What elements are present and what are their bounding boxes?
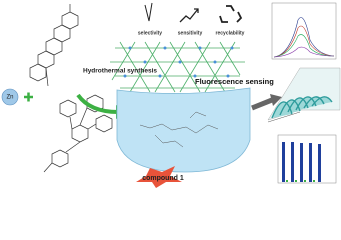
molecule-structure — [139, 111, 219, 148]
framework — [110, 41, 245, 93]
product-label: compound 1 — [142, 175, 184, 182]
bar-plot — [277, 134, 337, 184]
crystal-structure — [116, 87, 251, 173]
framework-nodes — [123, 46, 234, 78]
product-badge — [136, 166, 182, 188]
arrow-head — [270, 94, 282, 106]
metal-label: Zn — [6, 95, 13, 101]
feature-label: sensitivity — [178, 30, 203, 36]
graphical-abstract: Zn selectivity sensitivity recyclability… — [1, 2, 341, 188]
recycle-icon — [219, 5, 243, 23]
waterfall-plot — [267, 67, 341, 123]
check-icon — [144, 2, 153, 22]
metal-ion — [1, 88, 19, 106]
feature-label: selectivity — [138, 30, 162, 36]
plus — [24, 92, 33, 102]
step-label: Hydrothermal synthesis — [83, 68, 157, 75]
trend-icon — [179, 8, 199, 23]
ligand-top — [29, 4, 79, 87]
arrow — [251, 97, 273, 111]
step-label: Fluorescence sensing — [195, 77, 274, 86]
feature-label: recyclability — [216, 30, 245, 36]
ligand-bottom — [43, 94, 113, 173]
emission-plot — [271, 2, 337, 60]
arrow — [76, 93, 119, 114]
